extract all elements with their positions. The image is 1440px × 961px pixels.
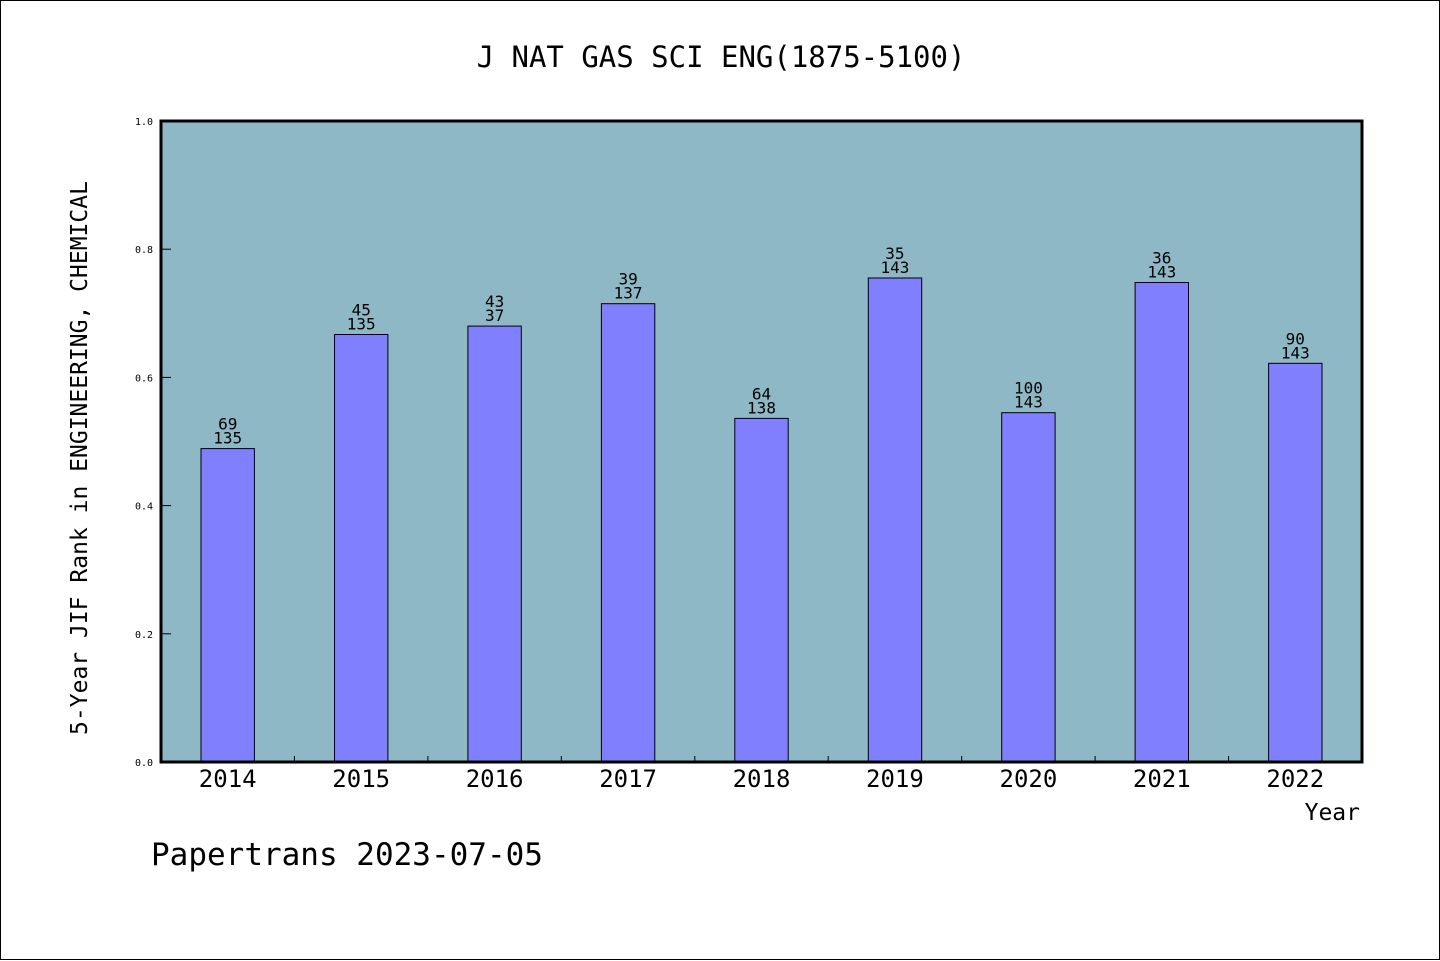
chart-title: J NAT GAS SCI ENG(1875-5100): [477, 40, 966, 74]
y-tick-label: 0.8: [135, 245, 153, 256]
bar-label-bottom-2018: 138: [747, 398, 776, 417]
bar-label-top-2022: 90: [1286, 329, 1305, 348]
bar-label-top-2019: 35: [885, 244, 904, 263]
x-tick-label-2017: 2017: [599, 765, 657, 793]
bar-label-top-2017: 39: [618, 270, 637, 289]
y-tick-label: 1.0: [135, 117, 153, 128]
x-axis-ticks: 2014 2015 2016 2017 2018 2019 2020 2021 2022: [199, 756, 1324, 793]
bar-label-bottom-2014: 135: [213, 429, 242, 448]
bar-label-bottom-2017: 137: [614, 284, 643, 303]
bar-2019: [867, 277, 923, 763]
bar-label-top-2014: 69: [218, 415, 237, 434]
plot-border: [159, 119, 1364, 764]
bar-2016: [467, 325, 522, 763]
x-axis-label: Year: [1305, 800, 1360, 826]
bar-label-top-2016: 43: [485, 292, 504, 311]
x-tick-label-2014: 2014: [199, 765, 257, 793]
bar-label-top-2018: 64: [752, 384, 771, 403]
x-tick-label-2016: 2016: [466, 765, 524, 793]
y-tick-label: 0.6: [135, 373, 153, 384]
y-tick-label: 0.4: [135, 502, 153, 513]
bar-2021: [1134, 282, 1189, 763]
bar-2017: [600, 303, 656, 763]
y-tick-label: 0.2: [135, 630, 153, 641]
bar-label-bottom-2019: 143: [880, 258, 909, 277]
x-tick-label-2021: 2021: [1133, 765, 1191, 793]
bar-label-top-2020: 100: [1014, 379, 1043, 398]
x-tick-label-2020: 2020: [1000, 765, 1058, 793]
x-tick-label-2019: 2019: [866, 765, 924, 793]
bar-label-bottom-2021: 143: [1147, 263, 1176, 282]
bar-labels-group: 6913545135433739137641383514310014336143…: [213, 244, 1310, 448]
bar-label-top-2021: 36: [1152, 249, 1171, 268]
x-tick-label-2015: 2015: [332, 765, 390, 793]
bar-label-top-2015: 45: [352, 301, 371, 320]
bar-2014: [200, 448, 255, 763]
y-axis-label: 5-Year JIF Rank in ENGINEERING, CHEMICAL: [67, 181, 93, 735]
x-tick-label-2018: 2018: [733, 765, 791, 793]
bar-label-bottom-2022: 143: [1281, 343, 1310, 362]
y-tick-label: 0.0: [135, 758, 153, 769]
bar-label-bottom-2020: 143: [1014, 393, 1043, 412]
bar-2018: [734, 417, 789, 763]
x-tick-label-2022: 2022: [1266, 765, 1324, 793]
bar-label-bottom-2016: 37: [485, 306, 504, 325]
bar-label-bottom-2015: 135: [347, 315, 376, 334]
footer-text: Papertrans 2023-07-05: [151, 837, 543, 873]
bar-2022: [1268, 362, 1323, 763]
bar-2015: [334, 334, 389, 763]
bar-2020: [1001, 412, 1056, 763]
bars-group: [200, 277, 1323, 763]
